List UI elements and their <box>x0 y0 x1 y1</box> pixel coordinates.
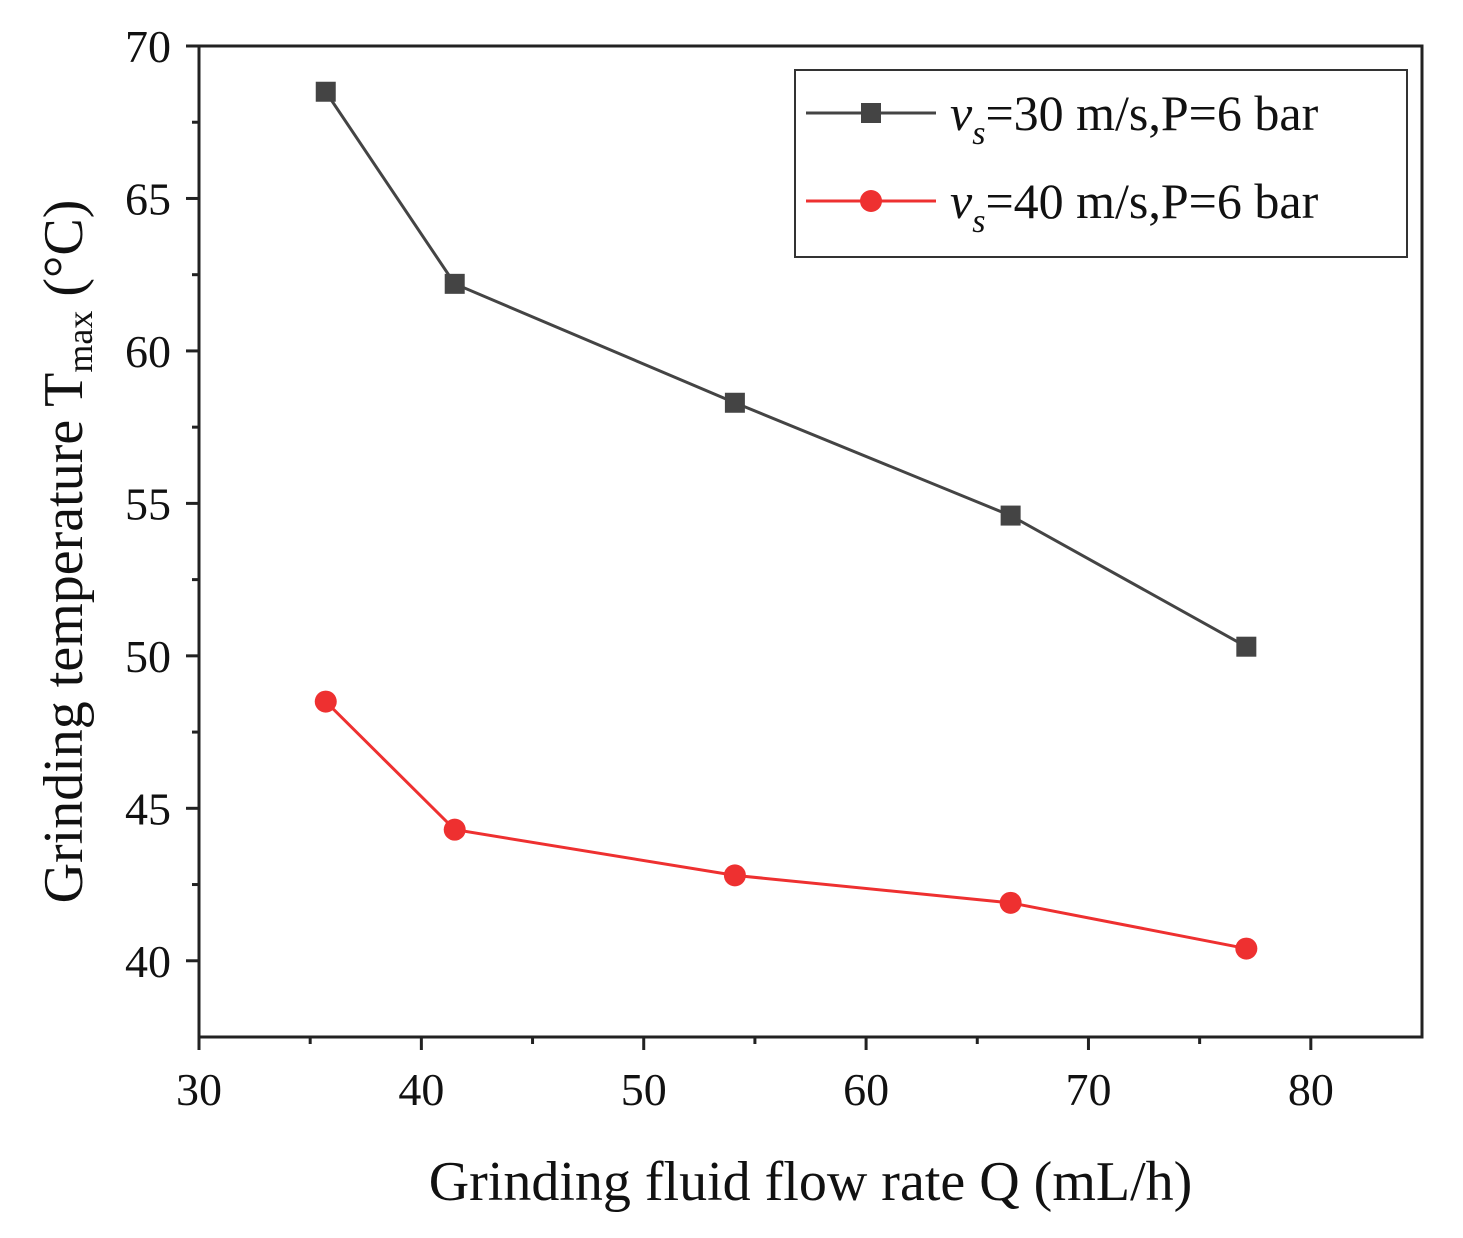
y-axis-title: Grinding temperature Tmax (°C) <box>33 200 100 904</box>
y-tick-label: 65 <box>125 173 171 224</box>
data-point-series-1 <box>1236 636 1257 657</box>
legend-marker-1 <box>861 103 881 123</box>
data-point-series-2 <box>999 891 1022 914</box>
x-tick-label: 40 <box>398 1064 444 1115</box>
y-tick-label: 60 <box>125 326 171 377</box>
data-point-series-1 <box>315 81 336 102</box>
x-axis-title: Grinding fluid flow rate Q (mL/h) <box>429 1151 1193 1213</box>
x-tick-label: 50 <box>621 1064 667 1115</box>
legend-symbol: v <box>950 173 973 229</box>
ticks-layer: 30 40 50 60 70 80 40 45 50 55 60 65 70 <box>125 21 1334 1115</box>
y-axis-title-unit: (°C) <box>33 200 95 311</box>
legend-subscript: s <box>972 115 985 152</box>
legend-label-2: vs=40 m/s,P=6 bar <box>950 173 1319 240</box>
y-axis-title-main: Grinding temperature T <box>33 373 95 904</box>
legend-subscript: s <box>972 203 985 240</box>
x-tick-label: 60 <box>843 1064 889 1115</box>
data-point-series-2 <box>443 818 466 841</box>
x-tick-label: 80 <box>1288 1064 1334 1115</box>
data-point-series-1 <box>444 273 465 294</box>
legend-symbol: v <box>950 85 973 141</box>
legend-label-1: vs=30 m/s,P=6 bar <box>950 85 1319 152</box>
legend-box <box>794 69 1408 258</box>
series-layer <box>314 81 1258 960</box>
x-tick-label: 30 <box>176 1064 222 1115</box>
plot-area-frame <box>197 44 1424 1039</box>
y-axis-title-subscript: max <box>60 311 100 373</box>
data-point-series-2 <box>314 690 337 713</box>
y-tick-label: 70 <box>125 21 171 72</box>
data-point-series-2 <box>1235 937 1258 960</box>
data-point-series-2 <box>723 864 746 887</box>
y-tick-label: 55 <box>125 478 171 529</box>
y-tick-label: 40 <box>125 936 171 987</box>
y-tick-label: 45 <box>125 783 171 834</box>
x-tick-label: 70 <box>1065 1064 1111 1115</box>
y-tick-label: 50 <box>125 631 171 682</box>
legend-rest: =30 m/s,P=6 bar <box>985 85 1318 141</box>
legend-rest: =40 m/s,P=6 bar <box>985 173 1318 229</box>
legend-marker-2 <box>860 190 882 212</box>
data-point-series-1 <box>1000 505 1021 526</box>
data-point-series-1 <box>724 392 745 413</box>
